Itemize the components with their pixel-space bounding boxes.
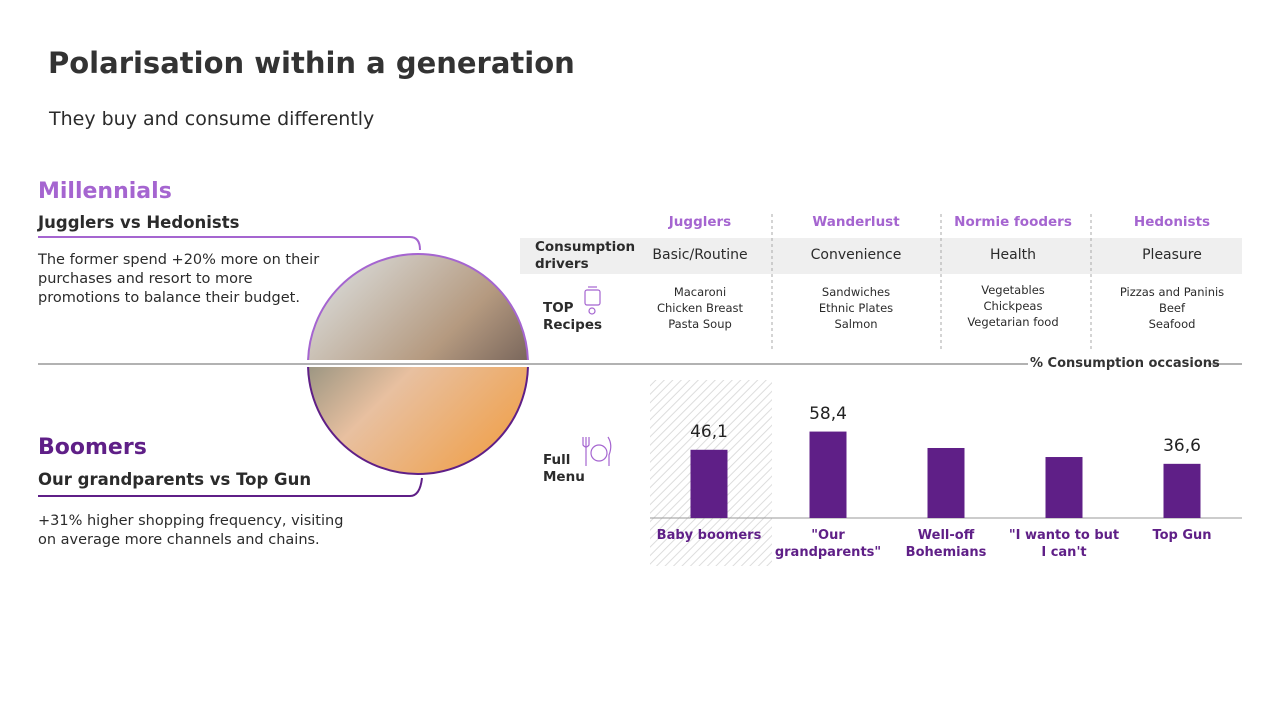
segment-text: +31% higher shopping frequency, visiting…	[38, 513, 344, 548]
value-label: 46,1	[690, 421, 728, 442]
row-label: Consumption drivers	[535, 239, 636, 272]
driver-cell: Health	[990, 247, 1036, 263]
bar	[1045, 457, 1083, 518]
recipe: Pasta Soup	[668, 317, 732, 331]
driver-cell: Pleasure	[1142, 247, 1202, 263]
column-header: Wanderlust	[812, 214, 900, 230]
recipe: Sandwiches	[821, 285, 891, 299]
group-label: Millennials	[38, 179, 172, 204]
recipe: Vegetables	[981, 283, 1045, 297]
underline	[38, 477, 423, 497]
column-header: Normie fooders	[954, 214, 1072, 230]
chart-label: Full Menu	[543, 452, 585, 485]
group-label: Boomers	[38, 435, 147, 460]
underline	[38, 236, 421, 251]
bar	[690, 449, 728, 518]
photo-boomers	[307, 367, 529, 475]
driver-cell: Convenience	[810, 247, 902, 263]
title: Polarisation within a generation	[48, 46, 575, 80]
category-label: Top Gun	[1152, 528, 1212, 543]
segment-title: Our grandparents vs Top Gun	[38, 470, 312, 489]
axis-label: % Consumption occasions	[1030, 356, 1220, 371]
value-label: 36,6	[1163, 435, 1201, 456]
bar	[1163, 463, 1201, 518]
driver-cell: Basic/Routine	[652, 247, 748, 263]
column-header: Hedonists	[1133, 214, 1211, 230]
recipe: Chickpeas	[983, 299, 1043, 313]
segment-text: The former spend +20% more on their purc…	[38, 252, 320, 306]
recipe: Ethnic Plates	[818, 301, 894, 315]
subtitle: They buy and consume differently	[49, 108, 375, 130]
icon-cutlery	[582, 436, 612, 466]
recipe: Chicken Breast	[656, 301, 744, 315]
category-label: Baby boomers	[656, 528, 762, 543]
category-label: Well-off Bohemians	[905, 528, 987, 560]
category-label: "I wanto to but I can't	[1008, 528, 1120, 560]
recipe: Beef	[1158, 301, 1186, 315]
recipe: Salmon	[834, 317, 878, 331]
column-header: Jugglers	[668, 214, 732, 230]
row-band	[520, 238, 1242, 274]
label-bg	[1028, 355, 1208, 373]
value-label: 58,4	[809, 403, 847, 424]
bar	[809, 431, 847, 518]
photo-millennials	[307, 253, 529, 360]
segment-title: Jugglers vs Hedonists	[38, 213, 240, 232]
row-label: TOP Recipes	[543, 300, 603, 333]
column-dividers	[771, 214, 1092, 352]
recipe: Seafood	[1148, 317, 1196, 331]
recipe: Macaroni	[673, 285, 727, 299]
recipe: Pizzas and Paninis	[1119, 285, 1225, 299]
recipe: Vegetarian food	[967, 315, 1059, 329]
icon-pot	[584, 286, 601, 315]
category-label: "Our grandparents"	[774, 528, 882, 560]
bar	[927, 447, 965, 518]
